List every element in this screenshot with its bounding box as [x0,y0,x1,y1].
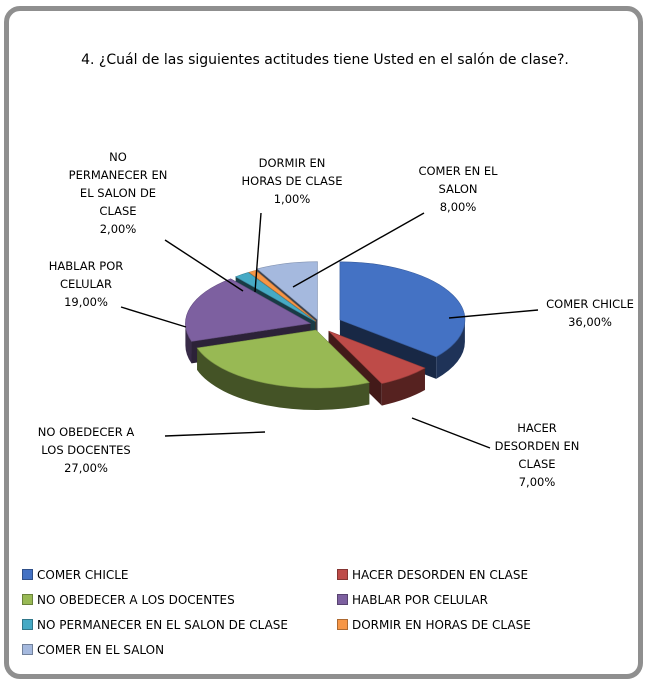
data-label-value: 7,00% [519,475,556,489]
legend-swatch [22,594,33,605]
pie-slice-side [197,347,370,411]
legend-item: NO OBEDECER A LOS DOCENTES [22,593,235,607]
legend-label: HABLAR POR CELULAR [352,593,488,607]
data-label-category: CLASE [518,457,555,471]
data-label-category: CELULAR [60,277,112,291]
data-label: HACER DESORDEN EN CLASE 7,00% [495,421,580,489]
data-label-category: HABLAR POR [49,259,124,273]
data-label-value: 8,00% [440,200,477,214]
leader-line [164,239,244,292]
leader-line [411,417,491,449]
chart-title: 4. ¿Cuál de las siguientes actitudes tie… [81,52,569,68]
legend-item: DORMIR EN HORAS DE CLASE [337,618,531,632]
leader-lines [120,212,539,449]
legend-swatch [22,569,33,580]
leader-line [120,306,187,328]
data-label-category: NO OBEDECER A [38,425,135,439]
data-label-value: 2,00% [100,222,137,236]
legend-swatch [22,644,33,655]
data-label-category: DORMIR EN [259,156,326,170]
data-label-category: LOS DOCENTES [41,443,130,457]
data-label-category: DESORDEN EN [495,439,580,453]
leader-line [164,431,266,437]
leader-line [254,212,262,293]
pie-slice-side [381,368,425,406]
pie-chart: COMER CHICLE 36,00% HACER DESORDEN EN CLASE 7… [38,150,634,489]
pie-slice-comer-chicle [339,261,466,358]
pie-slice-no-obedecer-a-los-docentes [196,329,370,389]
pie-slice-side [436,319,465,379]
legend-label: NO PERMANECER EN EL SALON DE CLASE [37,618,289,632]
data-label-category: EL SALON DE [80,186,156,200]
data-label: COMER EN EL SALON 8,00% [418,164,498,214]
data-label-category: PERMANECER EN [69,168,168,182]
legend-item: COMER EN EL SALON [22,643,164,657]
legend-item: COMER CHICLE [22,568,129,582]
legend-label: DORMIR EN HORAS DE CLASE [352,618,531,632]
data-label-category: HACER [517,421,557,435]
leader-line [448,309,539,319]
leader-line [292,212,425,288]
data-label-category: CLASE [99,204,136,218]
pie-slice-hablar-por-celular [185,278,312,342]
data-label: DORMIR EN HORAS DE CLASE 1,00% [242,156,343,206]
data-label-value: 19,00% [64,295,108,309]
data-labels: COMER CHICLE 36,00% HACER DESORDEN EN CLASE 7… [38,150,634,489]
legend-swatch [337,569,348,580]
data-label-category: HORAS DE CLASE [242,174,343,188]
legend-item: NO PERMANECER EN EL SALON DE CLASE [22,618,288,632]
data-label: HABLAR POR CELULAR 19,00% [49,259,124,309]
legend-swatch [22,619,33,630]
legend-label: NO OBEDECER A LOS DOCENTES [37,593,235,607]
data-label-value: 27,00% [64,461,108,475]
data-label-category: SALON [438,182,477,196]
legend-swatch [337,619,348,630]
legend-label: HACER DESORDEN EN CLASE [352,568,529,582]
data-label: NO OBEDECER A LOS DOCENTES 27,00% [38,425,135,475]
legend-item: HACER DESORDEN EN CLASE [337,568,528,582]
data-label: NO PERMANECER EN EL SALON DE CLASE 2,00% [69,150,168,236]
legend-label: COMER EN EL SALON [37,643,165,657]
legend-item: HABLAR POR CELULAR [337,593,488,607]
legend-swatch [337,594,348,605]
data-label-value: 1,00% [274,192,311,206]
pie-slice-hacer-desorden-en-clase [328,330,426,384]
legend-label: COMER CHICLE [37,568,129,582]
data-label-value: 36,00% [568,315,612,329]
data-label-category: NO [109,150,127,164]
data-label-category: COMER EN EL [418,164,498,178]
pie-slice-dormir-en-horas-de-clase [248,270,317,322]
data-label: COMER CHICLE 36,00% [546,297,634,329]
data-label-category: COMER CHICLE [546,297,634,311]
pie-top-layer [185,261,466,389]
